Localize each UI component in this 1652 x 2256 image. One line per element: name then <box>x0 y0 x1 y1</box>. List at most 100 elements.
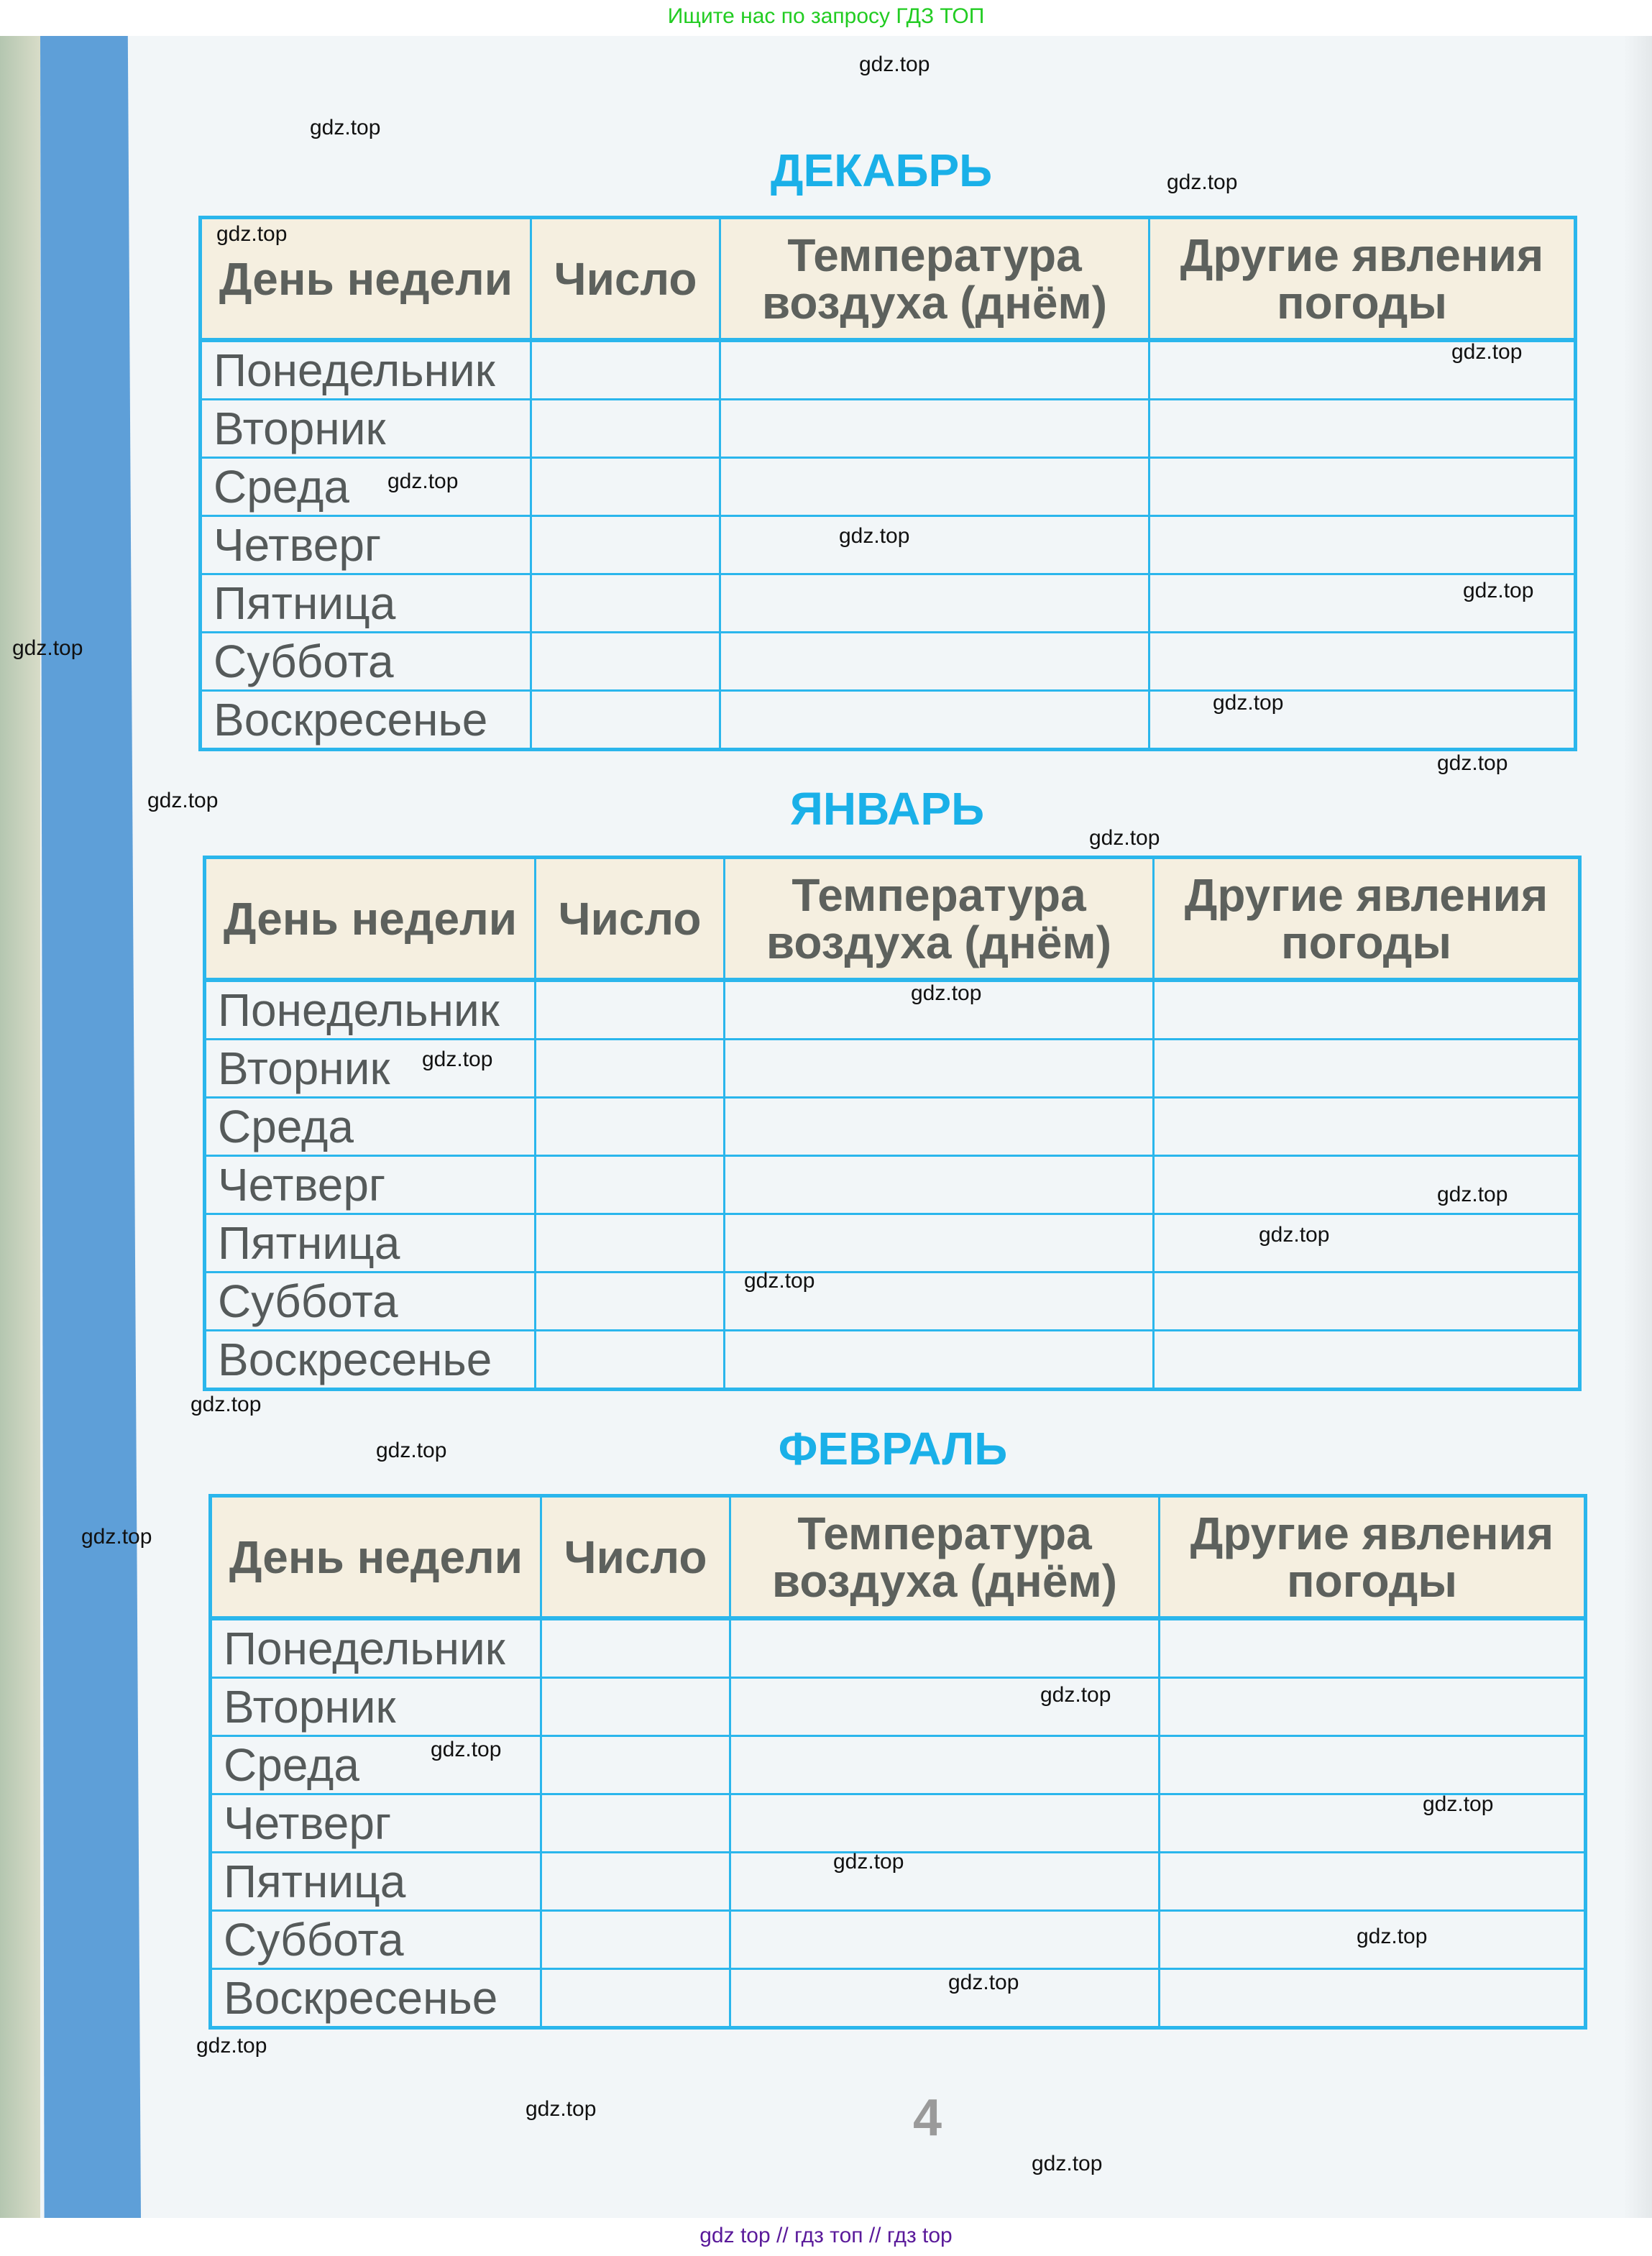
number-cell[interactable] <box>540 1793 731 1853</box>
day-cell: Суббота <box>209 1909 542 1970</box>
number-cell[interactable] <box>534 1038 725 1099</box>
number-cell[interactable] <box>540 1735 731 1795</box>
page-edge <box>0 36 40 2218</box>
number-cell[interactable] <box>534 1329 725 1390</box>
watermark: gdz.top <box>1463 579 1534 602</box>
other-cell[interactable] <box>1152 1271 1581 1331</box>
table-row: Четверг <box>209 1793 1587 1853</box>
header-temperature: Температура воздуха (днём) <box>723 856 1155 982</box>
header-temperature: Температура воздуха (днём) <box>719 216 1150 342</box>
table-row: Понедельник <box>209 1617 1587 1679</box>
day-cell: Пятница <box>199 573 532 633</box>
temperature-cell[interactable] <box>719 398 1150 459</box>
table-row: Среда <box>203 1096 1581 1157</box>
temperature-cell[interactable] <box>729 1735 1160 1795</box>
page-number: 4 <box>913 2089 942 2147</box>
number-cell[interactable] <box>540 1968 731 2029</box>
temperature-cell[interactable] <box>723 1038 1155 1099</box>
other-cell[interactable] <box>1148 573 1577 633</box>
number-cell[interactable] <box>540 1909 731 1970</box>
watermark: gdz.top <box>310 116 381 139</box>
other-cell[interactable] <box>1152 1213 1581 1273</box>
other-cell[interactable] <box>1158 1968 1587 2029</box>
watermark: gdz.top <box>1259 1223 1330 1247</box>
temperature-cell[interactable] <box>729 1677 1160 1737</box>
watermark: gdz.top <box>1167 170 1238 194</box>
other-cell[interactable] <box>1152 1038 1581 1099</box>
day-cell: Воскресенье <box>199 689 532 751</box>
watermark: gdz.top <box>859 52 930 76</box>
watermark: gdz.top <box>422 1047 493 1071</box>
other-cell[interactable] <box>1158 1793 1587 1853</box>
temperature-cell[interactable] <box>719 515 1150 575</box>
number-cell[interactable] <box>540 1617 731 1679</box>
number-cell[interactable] <box>530 573 721 633</box>
watermark: gdz.top <box>833 1850 904 1874</box>
number-cell[interactable] <box>530 457 721 517</box>
other-cell[interactable] <box>1158 1617 1587 1679</box>
temperature-cell[interactable] <box>723 1329 1155 1390</box>
other-cell[interactable] <box>1158 1851 1587 1912</box>
temperature-cell[interactable] <box>729 1793 1160 1853</box>
day-cell: Четверг <box>199 515 532 575</box>
table-row: Пятница <box>209 1851 1587 1912</box>
other-cell[interactable] <box>1152 1329 1581 1390</box>
number-cell[interactable] <box>530 631 721 692</box>
watermark: gdz.top <box>387 469 459 493</box>
temperature-cell[interactable] <box>723 978 1155 1040</box>
day-cell: Пятница <box>203 1213 536 1273</box>
other-cell[interactable] <box>1152 1155 1581 1215</box>
other-cell[interactable] <box>1158 1677 1587 1737</box>
number-cell[interactable] <box>534 978 725 1040</box>
watermark: gdz.top <box>1451 340 1523 364</box>
number-cell[interactable] <box>530 339 721 400</box>
number-cell[interactable] <box>530 515 721 575</box>
number-cell[interactable] <box>534 1271 725 1331</box>
table-row: Воскресенье <box>209 1968 1587 2029</box>
temperature-cell[interactable] <box>723 1213 1155 1273</box>
number-cell[interactable] <box>540 1851 731 1912</box>
watermark: gdz.top <box>1032 2152 1103 2175</box>
other-cell[interactable] <box>1158 1909 1587 1970</box>
temperature-cell[interactable] <box>723 1155 1155 1215</box>
watermark: gdz.top <box>431 1738 502 1761</box>
other-cell[interactable] <box>1148 515 1577 575</box>
table-header: День недели Число Температура воздуха (днё… <box>203 856 1581 982</box>
temperature-cell[interactable] <box>723 1271 1155 1331</box>
temperature-cell[interactable] <box>729 1909 1160 1970</box>
temperature-cell[interactable] <box>719 339 1150 400</box>
header-number: Число <box>534 856 725 982</box>
temperature-cell[interactable] <box>719 573 1150 633</box>
other-cell[interactable] <box>1158 1735 1587 1795</box>
other-cell[interactable] <box>1152 978 1581 1040</box>
table-row: Суббота <box>209 1909 1587 1970</box>
other-cell[interactable] <box>1148 457 1577 517</box>
table-row: Понедельник <box>199 339 1577 400</box>
temperature-cell[interactable] <box>729 1617 1160 1679</box>
temperature-cell[interactable] <box>723 1096 1155 1157</box>
header-day: День недели <box>199 216 532 342</box>
header-other: Другие явления погоды <box>1158 1495 1587 1620</box>
watermark: gdz.top <box>196 2034 267 2058</box>
table-row: Вторник <box>209 1677 1587 1737</box>
other-cell[interactable] <box>1148 398 1577 459</box>
other-cell[interactable] <box>1148 631 1577 692</box>
watermark: gdz.top <box>191 1393 262 1416</box>
temperature-cell[interactable] <box>719 631 1150 692</box>
temperature-cell[interactable] <box>729 1851 1160 1912</box>
number-cell[interactable] <box>534 1155 725 1215</box>
number-cell[interactable] <box>540 1677 731 1737</box>
number-cell[interactable] <box>534 1096 725 1157</box>
other-cell[interactable] <box>1148 339 1577 400</box>
number-cell[interactable] <box>534 1213 725 1273</box>
table-row: Вторник <box>199 398 1577 459</box>
number-cell[interactable] <box>530 398 721 459</box>
other-cell[interactable] <box>1148 689 1577 751</box>
temperature-cell[interactable] <box>719 689 1150 751</box>
month-title: ФЕВРАЛЬ <box>778 1423 1008 1475</box>
number-cell[interactable] <box>530 689 721 751</box>
temperature-cell[interactable] <box>719 457 1150 517</box>
temperature-cell[interactable] <box>729 1968 1160 2029</box>
table-row: Воскресенье <box>203 1329 1581 1390</box>
other-cell[interactable] <box>1152 1096 1581 1157</box>
